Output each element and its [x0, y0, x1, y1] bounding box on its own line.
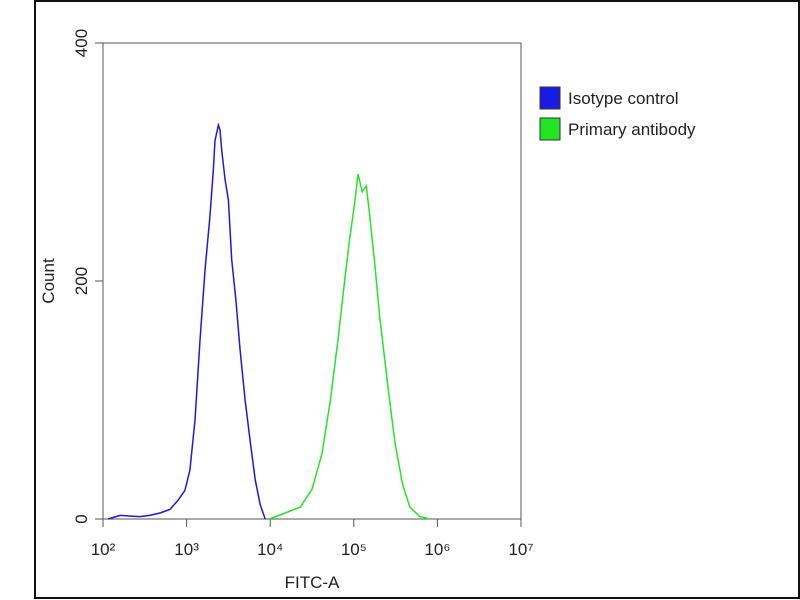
legend-swatch	[539, 86, 561, 110]
series-line	[107, 122, 266, 520]
x-tick-label: 10⁴	[257, 540, 283, 559]
y-axis-label: Count	[39, 258, 58, 304]
legend-label: Primary antibody	[568, 120, 696, 139]
frame	[34, 0, 800, 599]
x-tick-label: 10⁶	[424, 540, 450, 559]
y-tick-label: 400	[72, 29, 91, 57]
legend-swatch	[539, 117, 561, 141]
x-axis-label: FITC-A	[285, 573, 340, 592]
x-tick-label: 10⁷	[508, 540, 533, 559]
legend-label: Isotype control	[568, 89, 679, 108]
plot-area	[102, 42, 522, 520]
x-tick-label: 10⁵	[341, 540, 367, 559]
x-tick-label: 10²	[91, 540, 116, 559]
series-line	[269, 173, 431, 520]
y-tick-label: 200	[72, 267, 91, 295]
x-tick-label: 10³	[174, 540, 199, 559]
y-tick-label: 0	[72, 514, 91, 523]
